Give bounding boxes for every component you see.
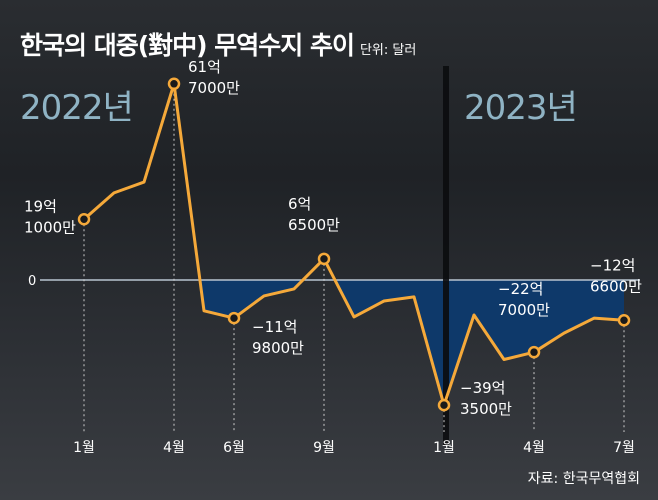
data-point-marker <box>227 311 241 325</box>
data-point-marker <box>527 345 541 359</box>
year-label-2023: 2023년 <box>464 88 578 128</box>
data-label: 7000만 <box>498 301 550 319</box>
data-point-marker <box>77 213 91 226</box>
x-tick-label: 1월 <box>73 440 95 456</box>
data-point-marker <box>617 314 631 327</box>
data-label: −11억 <box>252 318 297 336</box>
trade-balance-line <box>83 82 625 407</box>
data-label: 6600만 <box>590 277 642 295</box>
chart-title: 한국의 대중(對中) 무역수지 추이 단위: 달러 <box>20 26 416 62</box>
data-point-marker <box>167 77 181 91</box>
data-label: −22억 <box>498 280 543 298</box>
x-tick-label: 9월 <box>313 440 335 456</box>
data-label: 1000만 <box>24 218 76 236</box>
data-label: 61억 <box>188 58 221 76</box>
data-label: 6500만 <box>288 216 340 234</box>
year-label-2022: 2022년 <box>20 88 134 128</box>
data-label: 7000만 <box>188 79 240 97</box>
source-note: 자료: 한국무역협회 <box>527 471 640 487</box>
data-label: −12억 <box>590 256 635 274</box>
x-tick-label: 1월 <box>433 440 455 456</box>
data-label: 19억 <box>24 197 57 215</box>
x-tick-label: 4월 <box>523 440 545 456</box>
x-tick-label: 7월 <box>613 440 635 456</box>
title-text: 한국의 대중(對中) 무역수지 추이 <box>20 31 355 60</box>
unit-label: 단위: 달러 <box>359 43 417 58</box>
data-label: 6억 <box>288 195 311 213</box>
data-label: 9800만 <box>252 339 304 357</box>
x-tick-label: 4월 <box>163 440 185 456</box>
data-point-marker <box>437 398 451 412</box>
data-point-marker <box>317 252 331 266</box>
x-tick-label: 6월 <box>223 440 245 456</box>
deficit-area <box>84 280 624 406</box>
zero-label: 0 <box>28 274 36 289</box>
data-label: −39억 <box>460 379 505 397</box>
data-label: 3500만 <box>460 400 512 418</box>
year-divider <box>443 66 449 446</box>
